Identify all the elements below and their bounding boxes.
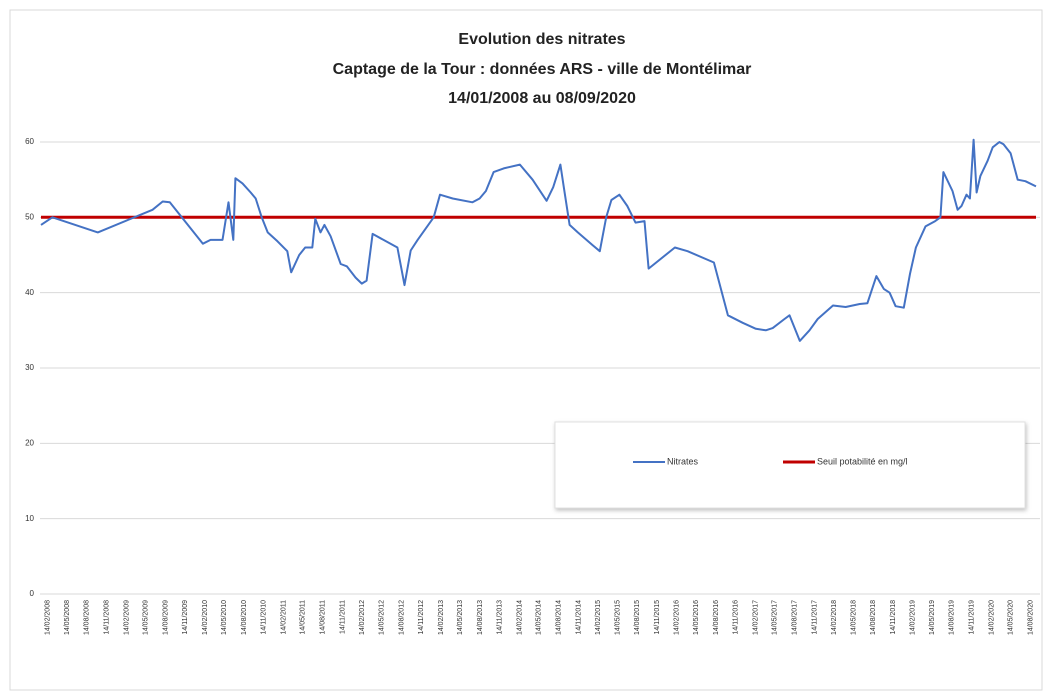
x-tick-label: 14/08/2018 xyxy=(870,600,877,635)
x-tick-label: 14/08/2013 xyxy=(477,600,484,635)
x-tick-label: 14/11/2009 xyxy=(182,600,189,635)
x-tick-label: 14/02/2011 xyxy=(281,600,288,635)
y-tick-label: 0 xyxy=(30,589,35,598)
x-tick-label: 14/02/2018 xyxy=(831,600,838,635)
x-tick-label: 14/11/2019 xyxy=(968,600,975,635)
y-tick-label: 40 xyxy=(25,288,34,297)
x-tick-label: 14/02/2015 xyxy=(595,600,602,635)
x-tick-label: 14/11/2013 xyxy=(497,600,504,635)
y-tick-label: 10 xyxy=(25,514,34,523)
x-tick-label: 14/08/2019 xyxy=(949,600,956,635)
x-tick-label: 14/02/2016 xyxy=(674,600,681,635)
x-tick-label: 14/05/2010 xyxy=(221,600,228,635)
chart-subtitle: 14/01/2008 au 08/09/2020 xyxy=(448,90,636,107)
x-tick-label: 14/05/2012 xyxy=(378,600,385,635)
data-line xyxy=(40,138,1037,342)
x-tick-label: 14/05/2018 xyxy=(850,600,857,635)
x-tick-label: 14/08/2015 xyxy=(634,600,641,635)
x-tick-label: 14/05/2017 xyxy=(772,600,779,635)
x-tick-label: 14/11/2017 xyxy=(811,600,818,635)
legend-label: Nitrates xyxy=(667,456,699,466)
chart-subtitle: Captage de la Tour : données ARS - ville… xyxy=(333,61,752,78)
chart-title: Evolution des nitrates xyxy=(458,31,625,48)
chart-frame xyxy=(9,9,1043,691)
x-tick-label: 14/02/2012 xyxy=(359,600,366,635)
x-tick-label: 14/11/2015 xyxy=(654,600,661,635)
x-tick-label: 14/08/2008 xyxy=(84,600,91,635)
x-tick-label: 14/05/2013 xyxy=(457,600,464,635)
x-tick-label: 14/11/2011 xyxy=(339,600,346,634)
x-tick-label: 14/05/2020 xyxy=(1008,600,1015,635)
x-tick-label: 14/05/2009 xyxy=(142,600,149,635)
y-tick-label: 30 xyxy=(25,363,34,372)
x-tick-label: 14/11/2012 xyxy=(418,600,425,635)
y-tick-label: 50 xyxy=(25,212,34,221)
x-tick-label: 14/11/2008 xyxy=(104,600,111,635)
y-tick-label: 20 xyxy=(25,438,34,447)
y-tick-label: 60 xyxy=(25,137,34,146)
x-tick-label: 14/11/2018 xyxy=(890,600,897,635)
x-tick-label: 14/05/2011 xyxy=(300,600,307,635)
x-tick-label: 14/05/2008 xyxy=(64,600,71,635)
x-tick-label: 14/08/2012 xyxy=(398,600,405,635)
x-tick-label: 14/08/2014 xyxy=(555,600,562,635)
x-tick-label: 14/05/2014 xyxy=(536,600,543,635)
x-tick-label: 14/05/2015 xyxy=(614,600,621,635)
x-tick-label: 14/08/2020 xyxy=(1027,600,1034,635)
legend-box xyxy=(554,421,1026,509)
x-tick-label: 14/05/2019 xyxy=(929,600,936,635)
x-tick-label: 14/02/2020 xyxy=(988,600,995,635)
x-tick-label: 14/11/2016 xyxy=(733,600,740,635)
legend-label: Seuil potabilité en mg/l xyxy=(817,456,908,466)
legend: Nitrates Seuil potabilité en mg/l xyxy=(554,421,1026,509)
x-tick-label: 14/08/2011 xyxy=(319,600,326,635)
x-tick-label: 14/02/2019 xyxy=(910,600,917,635)
x-tick-label: 14/02/2013 xyxy=(438,600,445,635)
x-tick-label: 14/02/2017 xyxy=(752,600,759,635)
x-tick-label: 14/08/2017 xyxy=(791,600,798,635)
x-tick-label: 14/05/2016 xyxy=(693,600,700,635)
x-tick-label: 14/08/2009 xyxy=(162,600,169,635)
x-tick-label: 14/02/2014 xyxy=(517,600,524,635)
x-tick-label: 14/02/2009 xyxy=(123,600,130,635)
x-tick-label: 14/08/2016 xyxy=(713,600,720,635)
x-tick-label: 14/08/2010 xyxy=(241,600,248,635)
x-tick-label: 14/11/2014 xyxy=(575,600,582,635)
x-tick-label: 14/02/2010 xyxy=(202,600,209,635)
x-tick-label: 14/11/2010 xyxy=(261,600,268,635)
x-tick-label: 14/02/2008 xyxy=(45,600,52,635)
